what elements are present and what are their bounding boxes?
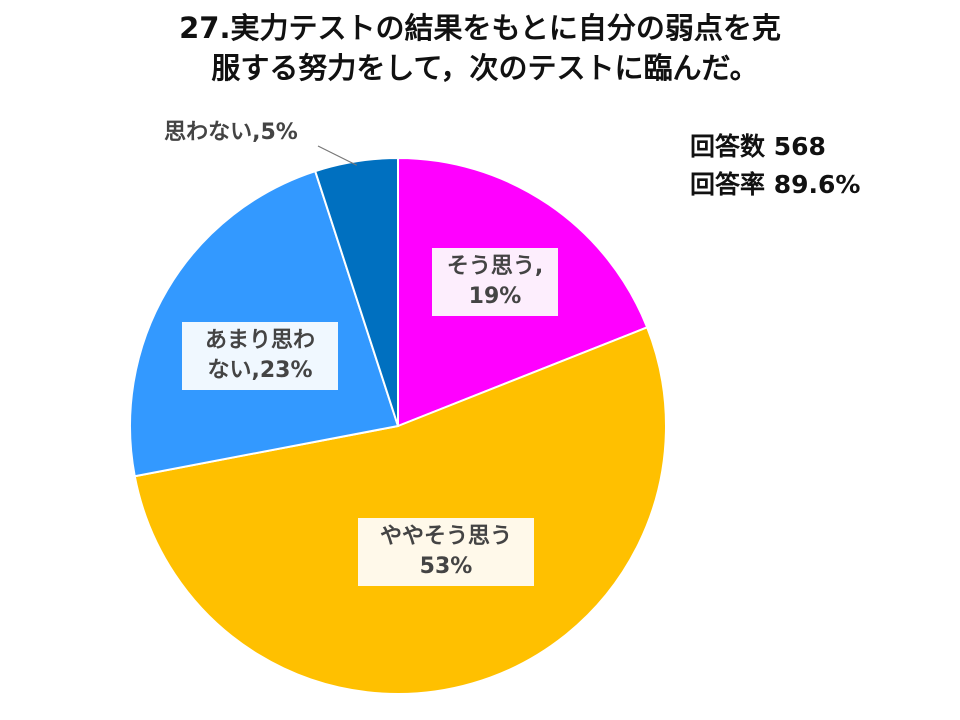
slice-label-sou-omou: そう思う, 19% [432, 248, 558, 316]
pie-slice [313, 156, 399, 427]
rate-value: 89.6% [773, 170, 861, 199]
pie-slices [129, 156, 667, 695]
title-line-1: 27.実力テストの結果をもとに自分の弱点を克 [179, 11, 781, 45]
rate-label: 回答率 [690, 170, 766, 199]
respondents-label: 回答数 [690, 132, 766, 161]
slice-label-line1: 思わない,5% [164, 120, 298, 145]
slice-label-line1: ややそう思う [379, 524, 512, 549]
slice-leader-line [317, 145, 357, 166]
response-stats: 回答数 568 回答率 89.6% [690, 128, 860, 204]
slice-label-line2: 19% [468, 284, 522, 309]
slice-label-line1: あまり思わ [204, 328, 315, 353]
rate-row: 回答率 89.6% [690, 166, 860, 204]
slice-label-yaya-sou-omou: ややそう思う 53% [358, 518, 534, 586]
slice-label-line2: 53% [419, 554, 473, 579]
pie-slice [133, 326, 667, 695]
slice-label-omowanai: 思わない,5% [146, 118, 316, 148]
respondents-value: 568 [773, 132, 826, 161]
slice-label-line2: ない,23% [207, 358, 313, 383]
title-line-2: 服する努力をして，次のテストに臨んだ。 [211, 51, 759, 85]
slice-label-line1: そう思う, [446, 254, 544, 279]
respondents-row: 回答数 568 [690, 128, 860, 166]
slice-label-amari-omowanai: あまり思わ ない,23% [182, 322, 338, 390]
chart-title: 27.実力テストの結果をもとに自分の弱点を克 服する努力をして，次のテストに臨ん… [0, 8, 960, 88]
